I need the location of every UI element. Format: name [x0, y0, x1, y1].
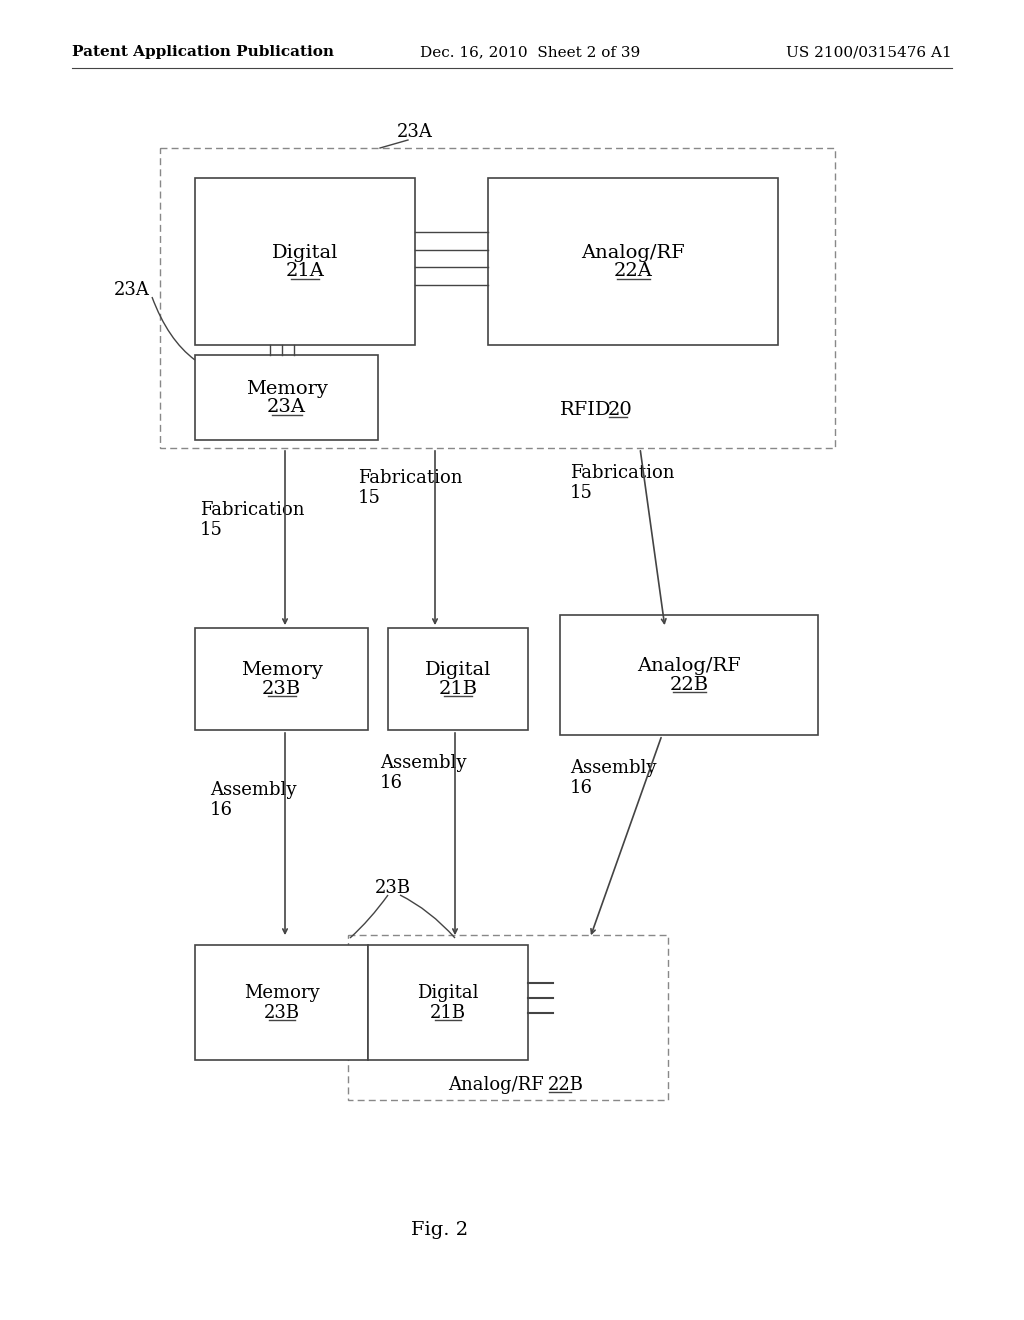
Text: Memory: Memory — [246, 380, 328, 397]
Text: 23B: 23B — [262, 680, 301, 698]
Bar — [368, 945, 528, 1060]
Bar — [195, 945, 368, 1060]
Text: Patent Application Publication: Patent Application Publication — [72, 45, 334, 59]
Bar — [488, 178, 778, 345]
Text: Fabrication: Fabrication — [570, 465, 675, 482]
Text: Analog/RF: Analog/RF — [582, 243, 685, 261]
Text: RFID: RFID — [560, 401, 611, 418]
Text: 23B: 23B — [263, 1003, 300, 1022]
Text: Assembly: Assembly — [380, 754, 467, 772]
Text: 15: 15 — [358, 488, 381, 507]
Text: Fabrication: Fabrication — [200, 502, 304, 519]
Text: 15: 15 — [570, 484, 593, 502]
Text: 23B: 23B — [375, 879, 411, 898]
Text: 22A: 22A — [613, 263, 652, 281]
Text: 21B: 21B — [430, 1003, 466, 1022]
Text: Memory: Memory — [244, 985, 319, 1002]
Text: 23A: 23A — [397, 123, 433, 141]
Text: 22B: 22B — [670, 676, 709, 694]
Text: 22B: 22B — [548, 1076, 584, 1094]
Text: 21A: 21A — [286, 263, 325, 281]
Text: 23A: 23A — [114, 281, 150, 300]
Text: Assembly: Assembly — [570, 759, 656, 777]
Text: Analog/RF: Analog/RF — [449, 1076, 544, 1094]
Bar — [560, 615, 818, 735]
Text: Digital: Digital — [271, 243, 338, 261]
Bar — [348, 935, 668, 1100]
Bar — [195, 628, 368, 730]
Text: Fabrication: Fabrication — [358, 469, 463, 487]
Text: 16: 16 — [380, 774, 403, 792]
Text: US 2100/0315476 A1: US 2100/0315476 A1 — [786, 45, 952, 59]
Bar — [195, 178, 415, 345]
Text: Assembly: Assembly — [210, 781, 297, 799]
Text: Dec. 16, 2010  Sheet 2 of 39: Dec. 16, 2010 Sheet 2 of 39 — [420, 45, 640, 59]
Text: Digital: Digital — [425, 661, 492, 678]
Text: Digital: Digital — [417, 985, 479, 1002]
Text: 21B: 21B — [438, 680, 477, 698]
Text: 16: 16 — [570, 779, 593, 797]
Bar — [195, 355, 378, 440]
Text: 23A: 23A — [267, 399, 306, 417]
Text: 16: 16 — [210, 801, 233, 818]
Text: 15: 15 — [200, 521, 223, 539]
Bar — [160, 148, 835, 447]
Text: Fig. 2: Fig. 2 — [412, 1221, 469, 1239]
Text: Analog/RF: Analog/RF — [637, 657, 741, 675]
Text: Memory: Memory — [241, 661, 323, 678]
Text: 20: 20 — [608, 401, 633, 418]
Bar — [388, 628, 528, 730]
